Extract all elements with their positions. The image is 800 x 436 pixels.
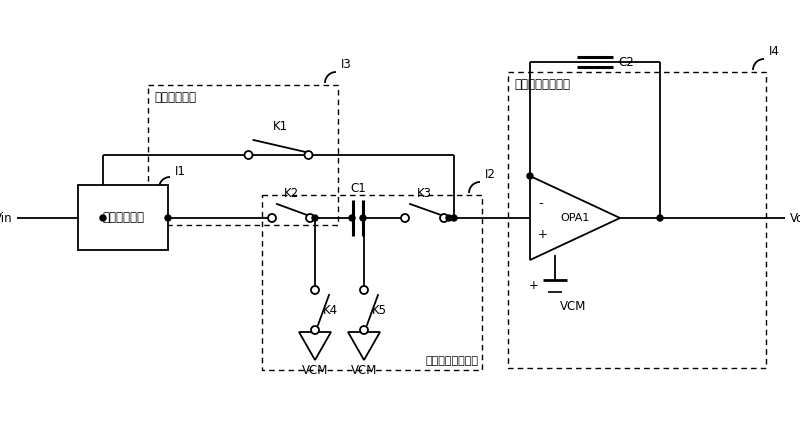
Text: I4: I4: [769, 45, 780, 58]
Circle shape: [446, 215, 452, 221]
Circle shape: [305, 151, 313, 159]
Text: K4: K4: [323, 303, 338, 317]
Circle shape: [100, 215, 106, 221]
Text: -: -: [538, 198, 542, 211]
Text: K2: K2: [283, 187, 298, 200]
Text: VCM: VCM: [560, 300, 586, 313]
Circle shape: [349, 215, 355, 221]
Circle shape: [657, 215, 663, 221]
Text: 第一采样单元: 第一采样单元: [154, 91, 196, 104]
Circle shape: [440, 214, 448, 222]
Circle shape: [312, 215, 318, 221]
Circle shape: [311, 286, 319, 294]
Circle shape: [245, 151, 253, 159]
Bar: [262, 195, 482, 370]
Text: I3: I3: [341, 58, 352, 71]
Circle shape: [306, 214, 314, 222]
Circle shape: [401, 214, 409, 222]
Text: C2: C2: [618, 55, 634, 68]
Text: VCM: VCM: [351, 364, 377, 377]
Circle shape: [268, 214, 276, 222]
Text: I1: I1: [175, 165, 186, 178]
Text: K1: K1: [273, 120, 288, 133]
Circle shape: [311, 326, 319, 334]
Text: OPA1: OPA1: [560, 213, 590, 223]
Circle shape: [360, 326, 368, 334]
Circle shape: [360, 215, 366, 221]
Text: Vin: Vin: [0, 211, 13, 225]
Text: +: +: [529, 279, 539, 292]
Text: +: +: [538, 228, 548, 241]
Circle shape: [165, 215, 171, 221]
Text: K5: K5: [372, 303, 387, 317]
Bar: [78, 185, 168, 250]
Text: 第一运算放大单元: 第一运算放大单元: [514, 78, 570, 91]
Text: Vout: Vout: [790, 211, 800, 225]
Circle shape: [451, 215, 457, 221]
Text: I2: I2: [485, 168, 496, 181]
Text: C1: C1: [350, 182, 366, 195]
Bar: [508, 72, 766, 368]
Bar: [148, 85, 338, 225]
Circle shape: [360, 286, 368, 294]
Text: K3: K3: [417, 187, 432, 200]
Text: VCM: VCM: [302, 364, 328, 377]
Text: 第一采样积分单元: 第一采样积分单元: [425, 356, 478, 366]
Text: 第一驱动单元: 第一驱动单元: [102, 211, 144, 224]
Circle shape: [527, 173, 533, 179]
